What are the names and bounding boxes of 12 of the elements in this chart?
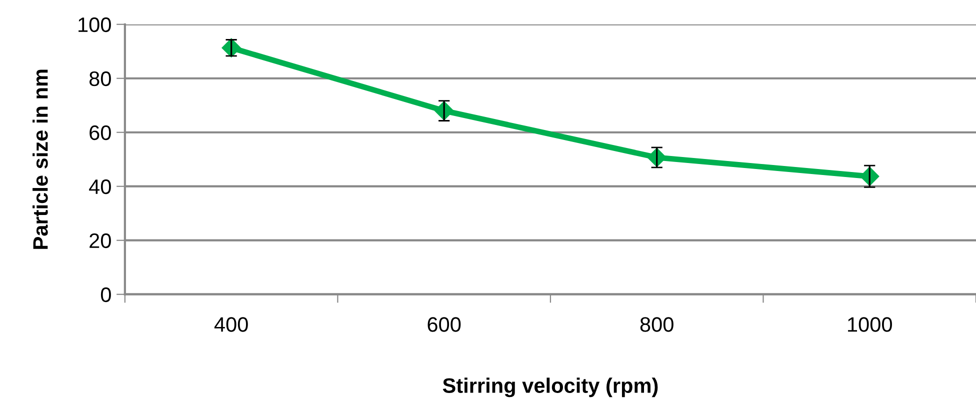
y-tick-label: 40	[89, 179, 111, 194]
x-tick-label: 600	[428, 317, 461, 332]
y-tick-label: 80	[89, 71, 111, 86]
y-tick-label: 0	[100, 287, 111, 302]
y-tick-label: 20	[90, 233, 111, 248]
y-axis-title: Particle size in nm	[32, 70, 48, 249]
x-tick-label: 1000	[848, 317, 892, 332]
x-tick-label: 400	[214, 317, 248, 332]
x-tick-label: 800	[640, 317, 674, 332]
x-axis-title: Stirring velocity (rpm)	[442, 378, 658, 398]
y-tick-label: 100	[78, 17, 111, 32]
y-tick-label: 60	[90, 125, 111, 140]
